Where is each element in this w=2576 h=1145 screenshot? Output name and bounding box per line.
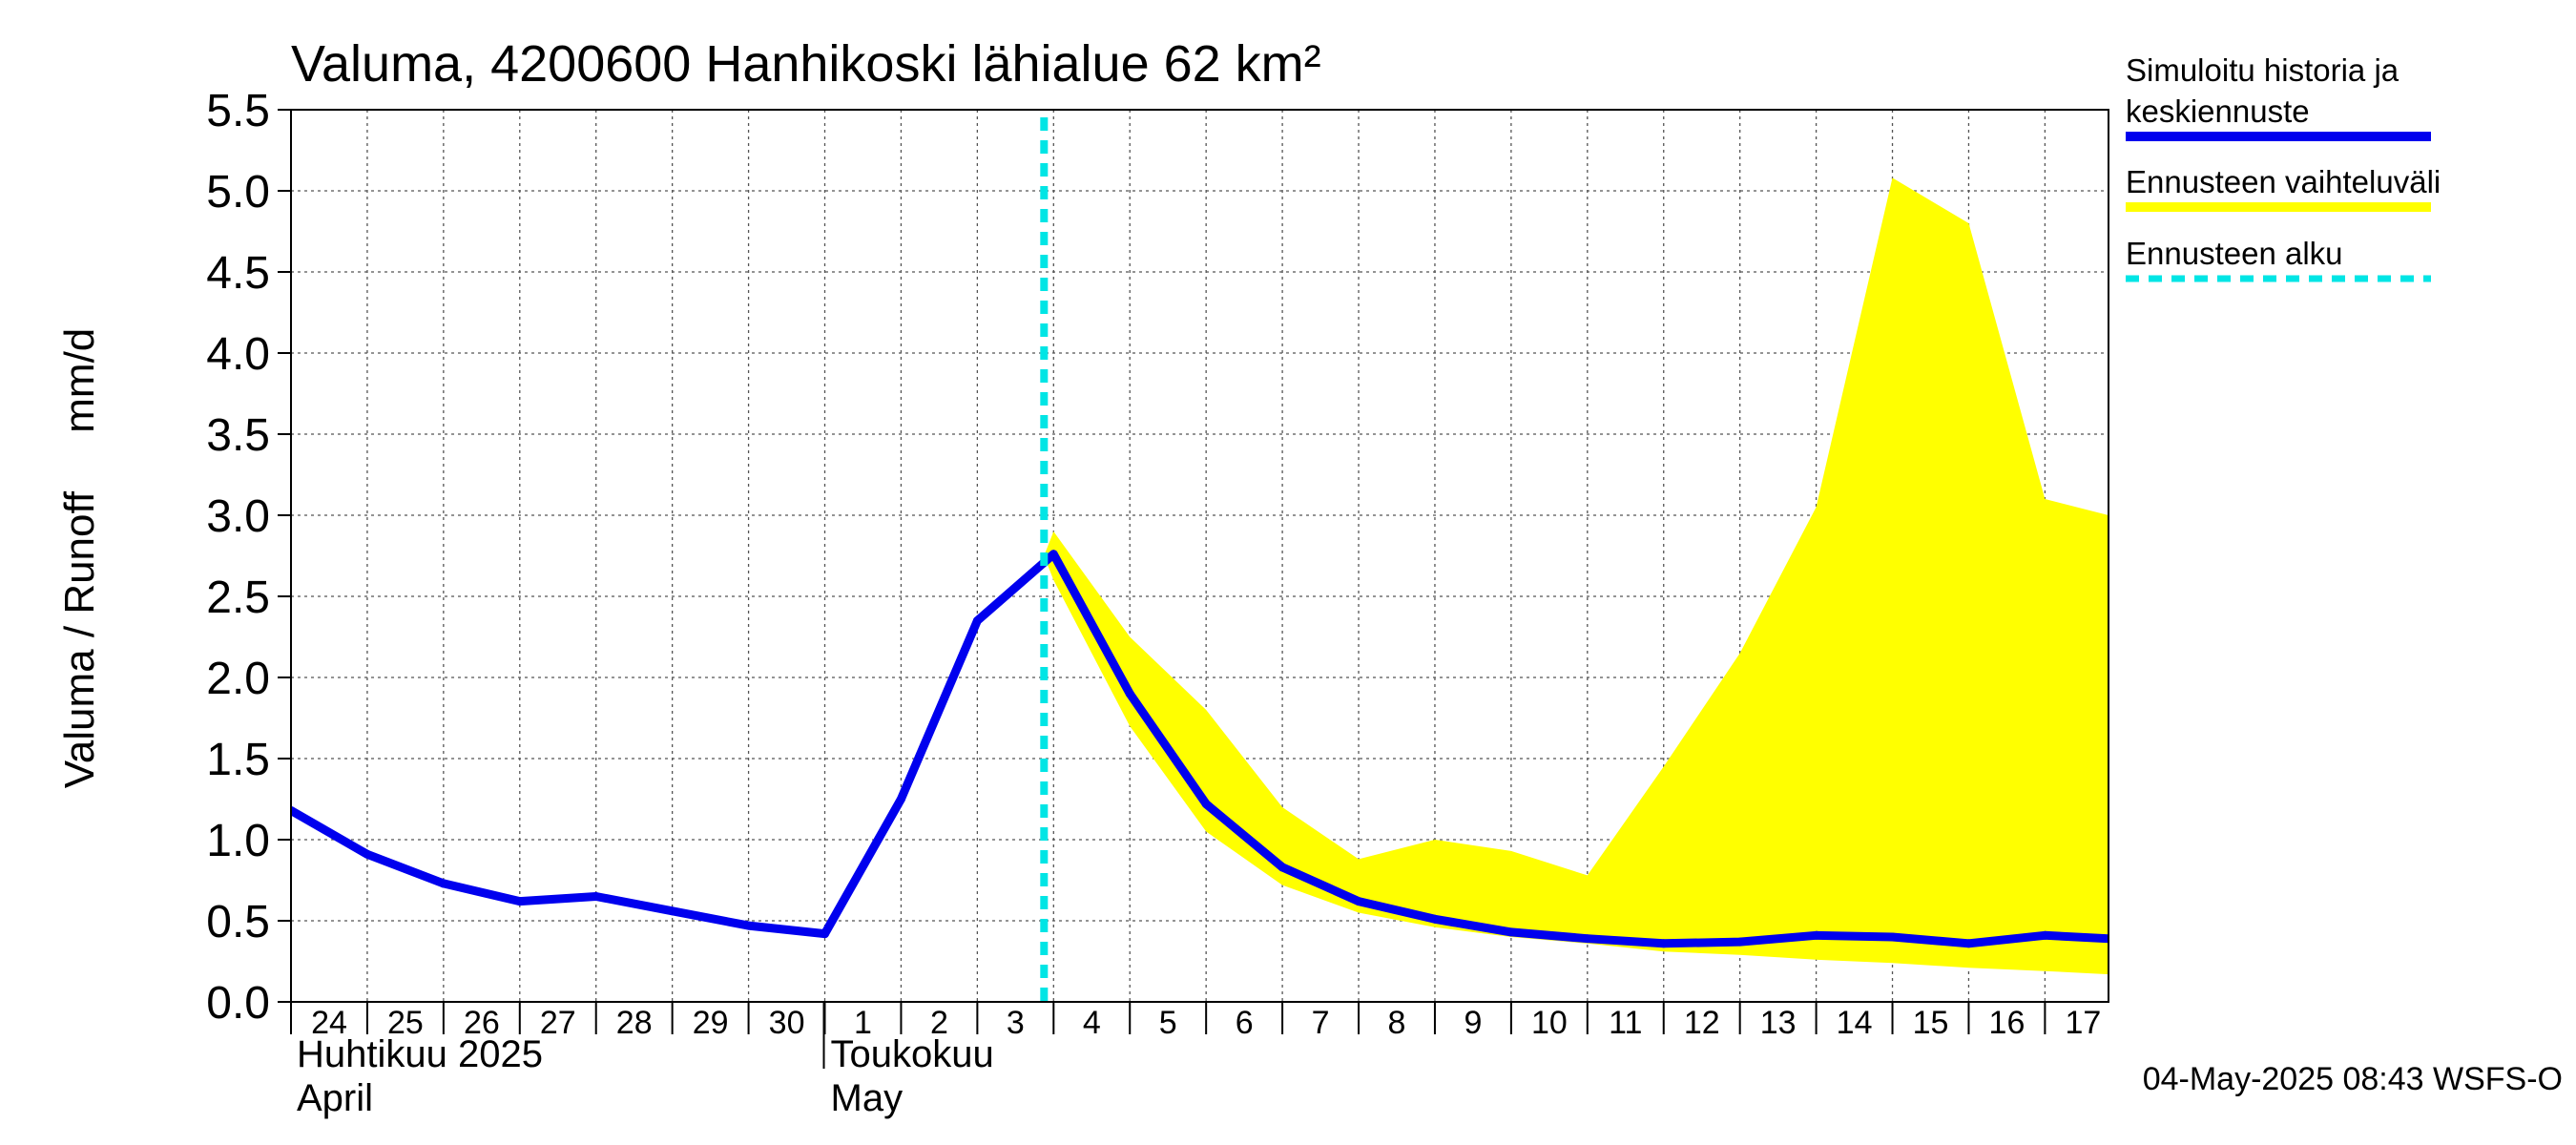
y-tick-label: 5.0 [206,167,270,218]
x-tick-label: 9 [1464,1005,1482,1041]
legend: Simuloitu historia ja keskiennuste Ennuste… [2126,52,2441,282]
x-tick-label: 17 [2065,1005,2101,1041]
forecast-range-band [1044,177,2109,975]
runoff-point [896,795,905,803]
y-tick-label: 0.5 [206,897,270,947]
chart-title: Valuma, 4200600 Hanhikoski lähialue 62 k… [291,35,1321,93]
month-label-en: May [831,1077,904,1119]
runoff-point [2040,930,2049,940]
runoff-point [1125,689,1134,698]
x-tick-label: 28 [616,1005,653,1041]
x-tick-label: 10 [1531,1005,1568,1041]
x-tick-label: 13 [1760,1005,1797,1041]
x-tick-label: 8 [1388,1005,1406,1041]
runoff-point [1201,800,1211,809]
plot-frame [290,109,2109,1003]
runoff-point [1963,939,1973,948]
y-tick-label: 0.0 [206,978,270,1029]
x-tick-label: 24 [311,1005,347,1041]
x-tick-label: 30 [769,1005,805,1041]
runoff-point [1812,930,1821,940]
runoff-point [668,906,677,916]
runoff-point [592,892,601,901]
month-label-en: April [297,1077,373,1119]
x-tick-label: 15 [1913,1005,1949,1041]
month-label: Toukokuu [831,1033,994,1075]
runoff-point [439,879,448,888]
timestamp-label: 04-May-2025 08:43 WSFS-O [2143,1061,2563,1097]
runoff-point [1430,914,1440,924]
y-tick-label: 1.5 [206,735,270,785]
y-tick-label: 4.5 [206,248,270,299]
runoff-point [1659,939,1669,948]
y-tick-label: 3.5 [206,410,270,461]
month-label: Huhtikuu 2025 [297,1033,543,1075]
y-tick-label: 5.5 [206,86,270,136]
runoff-point [1049,550,1058,559]
runoff-point [291,805,296,815]
y-tick-label: 2.5 [206,572,270,623]
runoff-point [972,616,982,625]
runoff-point [2104,934,2109,944]
y-tick-label: 3.0 [206,491,270,542]
x-tick-label: 11 [1609,1005,1642,1041]
y-tick-label: 4.0 [206,329,270,380]
x-tick-label: 2 [930,1005,948,1041]
runoff-point [1735,937,1745,947]
legend-label: Simuloitu historia ja [2126,52,2399,88]
y-tick-label: 1.0 [206,816,270,866]
axes: 0.00.51.01.52.02.53.03.54.04.55.05.524 25… [206,86,2101,1119]
x-tick-label: 14 [1837,1005,1873,1041]
x-tick-label: 29 [693,1005,729,1041]
x-tick-label: 26 [464,1005,500,1041]
y-tick-label: 2.0 [206,654,270,704]
runoff-point [363,849,372,859]
runoff-point [821,929,830,939]
x-tick-label: 25 [387,1005,424,1041]
x-tick-label: 4 [1083,1005,1101,1041]
runoff-point [1888,932,1898,942]
runoff-point [515,897,525,906]
series-line-layer [291,550,2109,948]
runoff-point [1506,927,1516,937]
forecast-range-layer [1044,177,2109,975]
runoff-point [744,921,754,930]
x-tick-label: 27 [540,1005,576,1041]
y-axis-label: Valuma / Runoff mm/d [56,328,103,789]
runoff-point [1278,863,1287,872]
runoff-point [1583,934,1592,944]
runoff-point [1354,897,1363,906]
x-tick-label: 5 [1159,1005,1177,1041]
x-tick-label: 16 [1989,1005,2025,1041]
x-tick-label: 1 [854,1005,872,1041]
x-tick-label: 12 [1684,1005,1720,1041]
legend-label: Ennusteen vaihteluväli [2126,164,2441,199]
x-tick-label: 7 [1312,1005,1330,1041]
legend-label: keskiennuste [2126,94,2310,129]
x-tick-label: 3 [1007,1005,1025,1041]
x-tick-label: 6 [1236,1005,1254,1041]
legend-label: Ennusteen alku [2126,236,2343,271]
